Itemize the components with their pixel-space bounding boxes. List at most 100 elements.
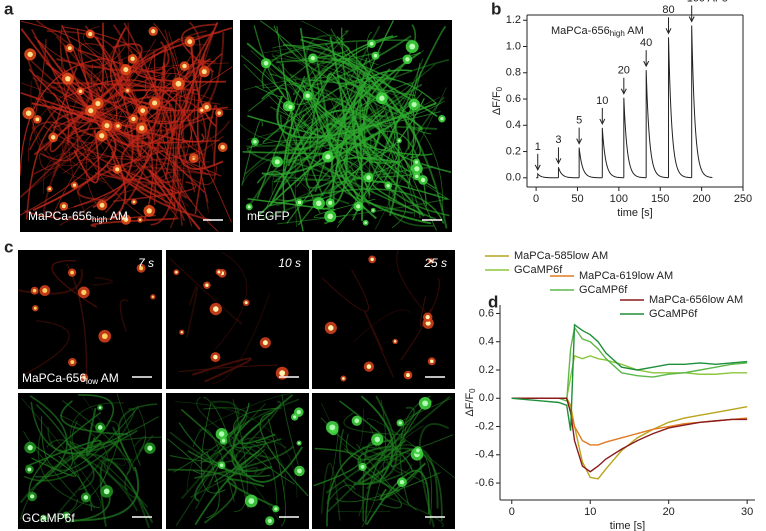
neurite [305, 83, 363, 189]
trace [601, 127, 624, 179]
neurite [61, 133, 106, 184]
neurite [20, 57, 106, 176]
y-axis-label: ΔF/F0 [491, 86, 504, 115]
neurite [365, 400, 433, 525]
text-part: ΔF/F [464, 393, 476, 417]
neurite [97, 22, 105, 93]
soma-core [366, 364, 372, 369]
neurite [267, 418, 286, 527]
neurite [148, 169, 201, 231]
micrograph-content [240, 20, 452, 232]
soma-core [305, 93, 310, 98]
neurite [211, 292, 271, 384]
neurite [174, 138, 193, 203]
neurite [256, 170, 304, 232]
neurite [377, 493, 444, 528]
arrow-head [555, 158, 562, 165]
text-part: MaPCa-656 [22, 371, 86, 385]
text-part: AM [107, 209, 128, 223]
text-part: high [92, 215, 107, 224]
neurite [31, 102, 117, 212]
soma-core [65, 76, 71, 82]
soma-core [310, 55, 315, 61]
soma-core [139, 266, 144, 271]
soma-core [33, 306, 37, 310]
neurite [338, 73, 396, 224]
y-tick-label: -0.2 [475, 420, 494, 432]
neurite [116, 393, 141, 466]
y-tick-label: 0.0 [506, 172, 521, 184]
x-tick-label: 20 [663, 506, 675, 518]
time-label: 25 s [423, 256, 447, 270]
soma-core [398, 139, 401, 142]
soma-core [386, 184, 390, 188]
neurite [185, 285, 198, 338]
soma-core [354, 418, 360, 424]
neurite [374, 87, 447, 230]
image-caption: MaPCa-656high AM [28, 209, 128, 224]
y-tick-label: 0.4 [479, 336, 494, 348]
y-tick-label: 0.8 [506, 67, 521, 79]
soma-core [146, 208, 152, 214]
soma-core [151, 29, 156, 34]
neurite [233, 401, 282, 458]
soma-core [356, 204, 361, 209]
text-part: ΔF/F [491, 91, 503, 115]
soma-core [406, 373, 410, 378]
soma-core [42, 516, 46, 520]
y-tick-label: 0.0 [479, 392, 494, 404]
soma-core [429, 359, 434, 364]
annotation: 160 APs [687, 0, 728, 4]
soma-core [217, 111, 222, 115]
neurite [232, 399, 248, 512]
neurite [339, 400, 414, 472]
soma-core [364, 221, 367, 225]
micrograph-content [18, 260, 156, 382]
annotation: 1 [535, 141, 541, 153]
neurite [175, 59, 213, 130]
neurite [125, 71, 150, 137]
neurite [261, 87, 293, 174]
soma-core [123, 217, 129, 222]
neurite [233, 407, 295, 485]
neurite [192, 357, 252, 383]
soma-core [123, 67, 129, 73]
text-part: MaPCa-656 [28, 209, 92, 223]
neurite [136, 405, 146, 452]
neurite [164, 29, 185, 229]
soma-core [414, 166, 420, 172]
neurite [364, 311, 395, 378]
soma-core [267, 518, 272, 523]
soma-core [88, 32, 93, 37]
text-part: MaPCa-656 [551, 25, 610, 37]
soma-core [152, 100, 158, 106]
soma-core [81, 289, 87, 295]
soma-core [221, 439, 226, 443]
soma-core [72, 183, 77, 187]
soma-core [399, 479, 405, 485]
trace [645, 70, 669, 179]
micrograph [18, 250, 162, 389]
soma-core [218, 431, 225, 437]
neurite [285, 35, 412, 88]
arrow-head [688, 16, 695, 23]
neurite [328, 165, 433, 205]
neurite [326, 484, 356, 504]
neurite [339, 429, 404, 485]
micrograph-content [321, 250, 440, 382]
y-tick-label: 0.2 [506, 145, 521, 157]
neurite [295, 76, 393, 153]
neurite [311, 51, 381, 141]
arrow-head [534, 164, 541, 171]
neurite [343, 411, 406, 436]
annotation: 80 [662, 4, 674, 16]
soma-core [70, 270, 74, 275]
neurite [241, 119, 263, 186]
y-tick-label: 0.2 [479, 364, 494, 376]
neurite [194, 394, 294, 502]
neurite [345, 126, 368, 155]
panel-letter: c [4, 237, 13, 256]
soma-core [126, 89, 129, 92]
neurite [326, 72, 374, 164]
neurite [62, 400, 131, 475]
